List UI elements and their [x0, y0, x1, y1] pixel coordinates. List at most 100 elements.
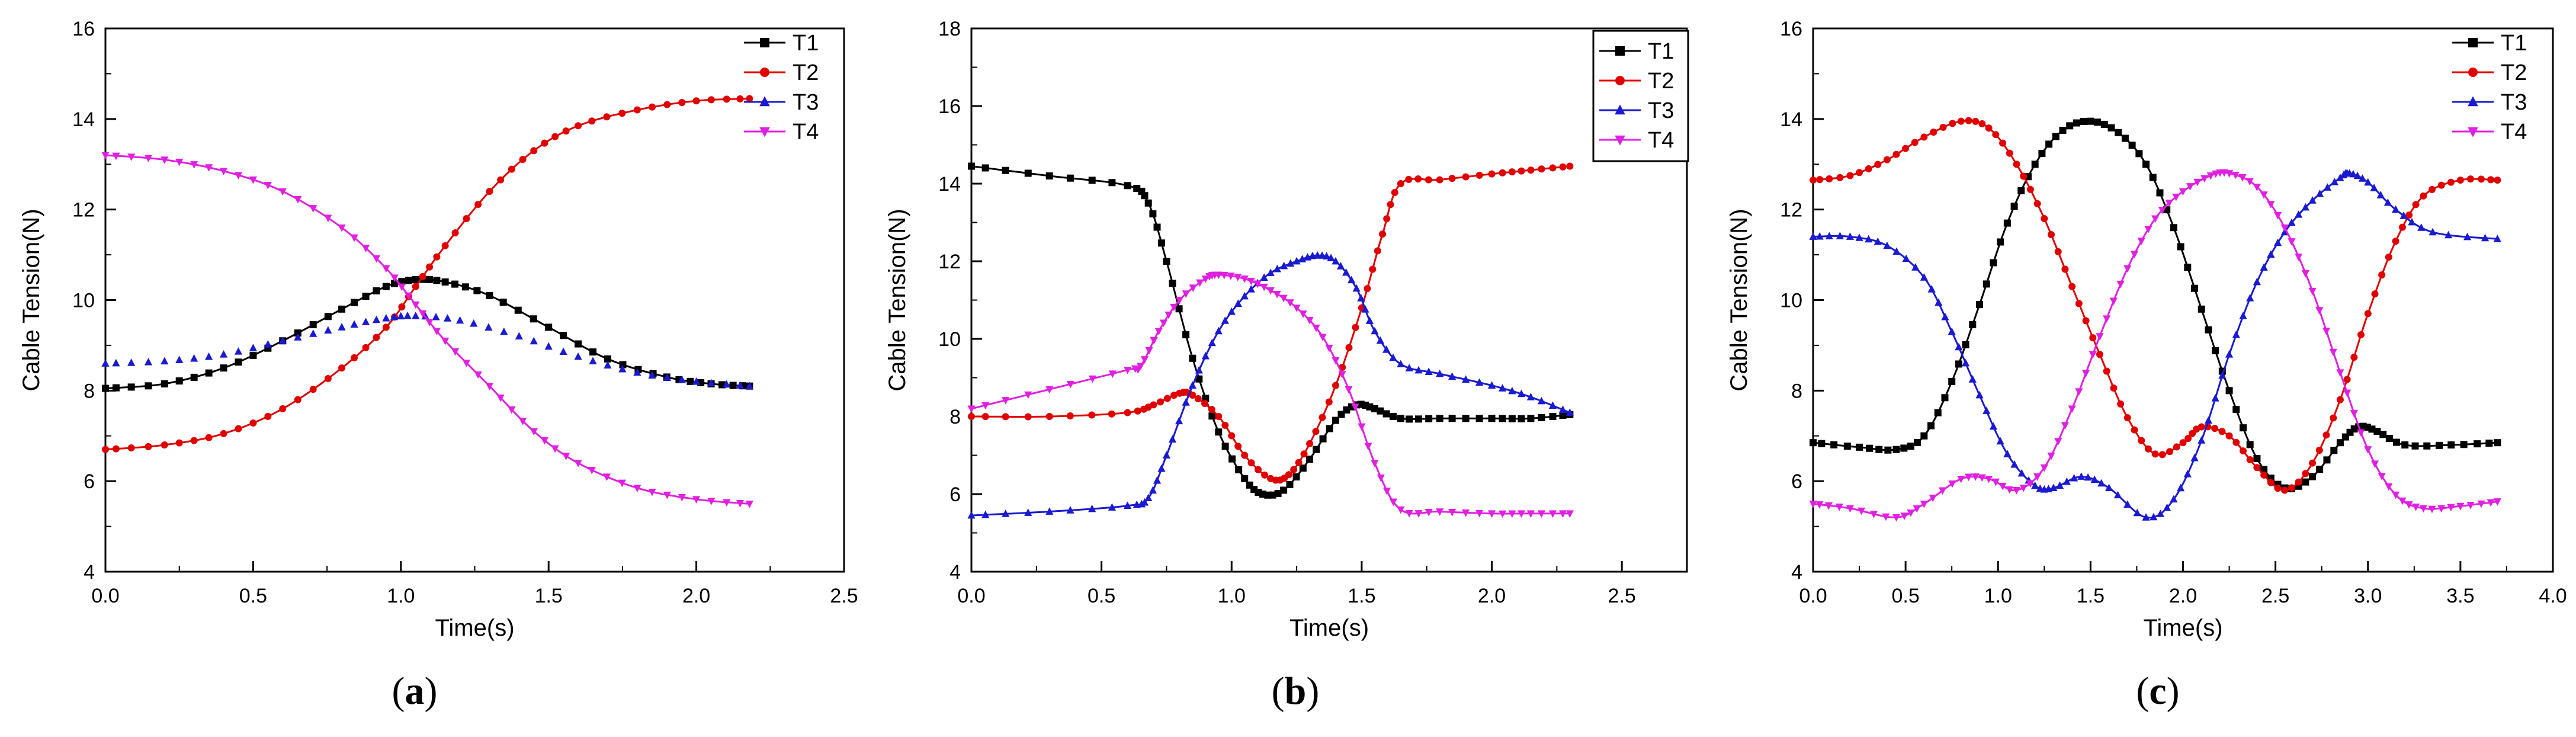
data-point-t2	[1295, 459, 1303, 466]
x-tick-label: 0.5	[1087, 585, 1115, 607]
data-point-t3	[382, 313, 390, 322]
data-point-t3	[2308, 196, 2317, 204]
data-point-t3	[1266, 268, 1275, 277]
data-point-t1	[1189, 354, 1196, 362]
data-point-t3	[294, 333, 302, 341]
legend-label-t2: T2	[1648, 69, 1674, 94]
legend-label-t1: T1	[1648, 39, 1674, 64]
data-point-t2	[2225, 432, 2233, 440]
data-point-t2	[1156, 398, 1164, 406]
data-point-t4	[249, 176, 257, 184]
data-point-t4	[551, 445, 559, 453]
data-point-t1	[560, 332, 567, 339]
data-point-t3	[278, 337, 287, 344]
data-point-t2	[2068, 283, 2076, 290]
data-point-t4	[2477, 500, 2485, 508]
data-point-t2	[1566, 162, 1574, 170]
data-point-t1	[161, 380, 168, 387]
data-point-t2	[1425, 176, 1432, 184]
data-point-t4	[1938, 487, 1947, 495]
panel-label-c-open: (	[2136, 669, 2149, 713]
data-point-t2	[588, 117, 596, 125]
data-point-t2	[981, 413, 989, 421]
data-point-t2	[2309, 459, 2317, 467]
data-point-t4	[540, 437, 548, 445]
data-point-t2	[2211, 425, 2219, 432]
data-point-t2	[2173, 443, 2180, 451]
y-tick-label: 4	[84, 561, 95, 584]
data-point-t4	[2385, 483, 2393, 491]
data-point-t3	[2301, 203, 2309, 211]
data-point-t1	[2017, 187, 2025, 194]
data-point-t4	[508, 406, 516, 414]
data-point-t3	[1376, 336, 1385, 344]
data-point-t2	[1345, 344, 1353, 351]
data-point-t2	[2420, 192, 2427, 200]
data-point-t2	[1836, 174, 1844, 181]
data-point-t2	[1949, 120, 1956, 127]
data-point-t2	[1939, 123, 1947, 131]
data-point-t3	[1088, 504, 1096, 512]
y-tick-label: 10	[72, 290, 95, 312]
data-point-t3	[1221, 316, 1229, 324]
data-point-t3	[1982, 406, 1991, 414]
data-point-t1	[1843, 443, 1851, 450]
data-point-t2	[1247, 459, 1255, 467]
data-point-t4	[127, 153, 136, 161]
data-point-t3	[2408, 217, 2416, 226]
data-point-t4	[1907, 510, 1915, 517]
data-point-t4	[745, 500, 753, 508]
data-point-t4	[2200, 175, 2209, 183]
data-point-t3	[249, 344, 257, 351]
data-point-t4	[678, 494, 686, 502]
data-point-t3	[101, 359, 110, 367]
data-point-t3	[443, 314, 452, 322]
data-point-t2	[1856, 169, 1863, 177]
data-point-t2	[2392, 238, 2399, 245]
data-point-t1	[1927, 422, 1935, 430]
data-point-t1	[1389, 413, 1397, 421]
data-point-t3	[1002, 510, 1010, 517]
data-point-t2	[145, 443, 152, 450]
y-tick-label: 8	[84, 380, 95, 402]
data-point-t2	[1379, 230, 1387, 238]
data-point-t1	[486, 291, 493, 299]
data-point-t4	[1389, 498, 1397, 507]
data-point-t2	[362, 344, 370, 351]
data-point-t4	[618, 479, 626, 488]
data-point-t4	[2231, 171, 2240, 180]
panel-label-c: (c)	[2136, 669, 2179, 713]
data-point-t1	[1997, 238, 2004, 246]
data-point-t2	[2357, 331, 2365, 339]
data-point-t3	[574, 352, 582, 360]
data-point-t1	[1907, 443, 1914, 450]
data-point-t4	[1364, 443, 1372, 451]
data-point-t4	[338, 224, 346, 232]
data-point-t1	[205, 369, 213, 377]
data-point-t3	[589, 357, 597, 364]
x-tick-label: 2.5	[2261, 585, 2289, 607]
panel-label-b: (b)	[1272, 669, 1320, 713]
data-point-t3	[2090, 475, 2099, 483]
data-point-t4	[1436, 508, 1444, 516]
data-point-t1	[1182, 331, 1190, 339]
panel-label-b-close: )	[1306, 669, 1319, 713]
data-point-t3	[372, 315, 381, 323]
data-point-t4	[1358, 423, 1366, 431]
data-point-t1	[220, 364, 227, 372]
data-point-t2	[2110, 384, 2118, 392]
data-point-t2	[649, 103, 656, 111]
x-tick-label: 4.0	[2539, 585, 2567, 607]
x-tick-label: 1.5	[535, 585, 563, 607]
data-point-t3	[1347, 275, 1356, 284]
data-point-t4	[2109, 297, 2118, 306]
legend-label-t3: T3	[1648, 98, 1674, 123]
y-tick-label: 8	[949, 406, 961, 428]
data-point-t2	[1325, 398, 1333, 406]
data-point-t1	[1976, 301, 1984, 309]
data-point-t2	[2232, 438, 2240, 446]
data-point-t3	[2031, 481, 2039, 489]
data-point-t1	[968, 162, 975, 170]
y-tick-label: 12	[938, 251, 961, 273]
data-point-t4	[1900, 512, 1908, 520]
